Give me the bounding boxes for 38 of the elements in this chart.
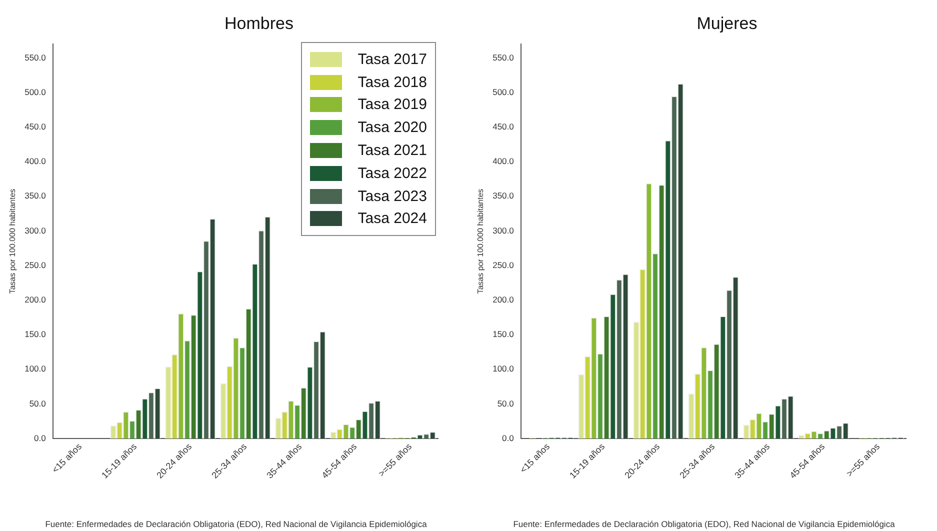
y-tick-label: 400.0 xyxy=(24,156,46,166)
y-tick-label: 550.0 xyxy=(24,52,46,62)
chart-title: Hombres xyxy=(224,14,294,34)
y-tick-label: 350.0 xyxy=(492,190,514,201)
legend-label: Tasa 2024 xyxy=(358,210,427,228)
legend-label: Tasa 2017 xyxy=(358,50,427,68)
y-tick-label: 100.0 xyxy=(492,364,514,374)
y-tick-label: 500.0 xyxy=(492,86,514,97)
y-tick-label: 250.0 xyxy=(24,260,46,270)
y-tick-label: 100.0 xyxy=(24,364,46,374)
y-tick-label: 500.0 xyxy=(24,86,46,97)
source-note: Fuente: Enfermedades de Declaración Obligatoria (EDO), Red Nacional de Vigilancia Epidemiológica xyxy=(512,519,896,529)
y-tick-label: 300.0 xyxy=(24,225,46,236)
legend-label: Tasa 2023 xyxy=(358,188,427,205)
y-tick-label: 0.0 xyxy=(502,432,514,443)
chart-title: Mujeres xyxy=(696,14,758,34)
y-tick-label: 50.0 xyxy=(29,398,46,408)
legend-label: Tasa 2018 xyxy=(358,74,427,91)
y-tick-label: 150.0 xyxy=(492,329,514,340)
y-tick-label: 150.0 xyxy=(24,329,46,340)
legend-label: Tasa 2019 xyxy=(358,96,427,114)
legend-label: Tasa 2021 xyxy=(358,142,427,160)
legend-label: Tasa 2022 xyxy=(358,164,427,182)
y-tick-label: 200.0 xyxy=(492,294,514,304)
y-tick-label: 300.0 xyxy=(492,225,514,236)
y-tick-label: 50.0 xyxy=(497,398,514,408)
y-tick-label: 250.0 xyxy=(492,260,514,270)
legend-label: Tasa 2020 xyxy=(358,119,427,136)
y-tick-label: 550.0 xyxy=(492,52,514,62)
y-tick-label: 450.0 xyxy=(24,121,46,132)
y-axis-title: Tasas por 100.000 habitantes xyxy=(476,188,486,294)
y-tick-label: 450.0 xyxy=(492,121,514,132)
y-tick-label: 200.0 xyxy=(24,294,46,304)
y-tick-label: 0.0 xyxy=(34,432,46,443)
source-note: Fuente: Enfermedades de Declaración Obligatoria (EDO), Red Nacional de Vigilancia Epidemiológica xyxy=(44,519,428,529)
y-tick-label: 350.0 xyxy=(24,190,46,201)
y-tick-label: 400.0 xyxy=(492,156,514,166)
y-axis-title: Tasas por 100.000 habitantes xyxy=(8,188,18,294)
